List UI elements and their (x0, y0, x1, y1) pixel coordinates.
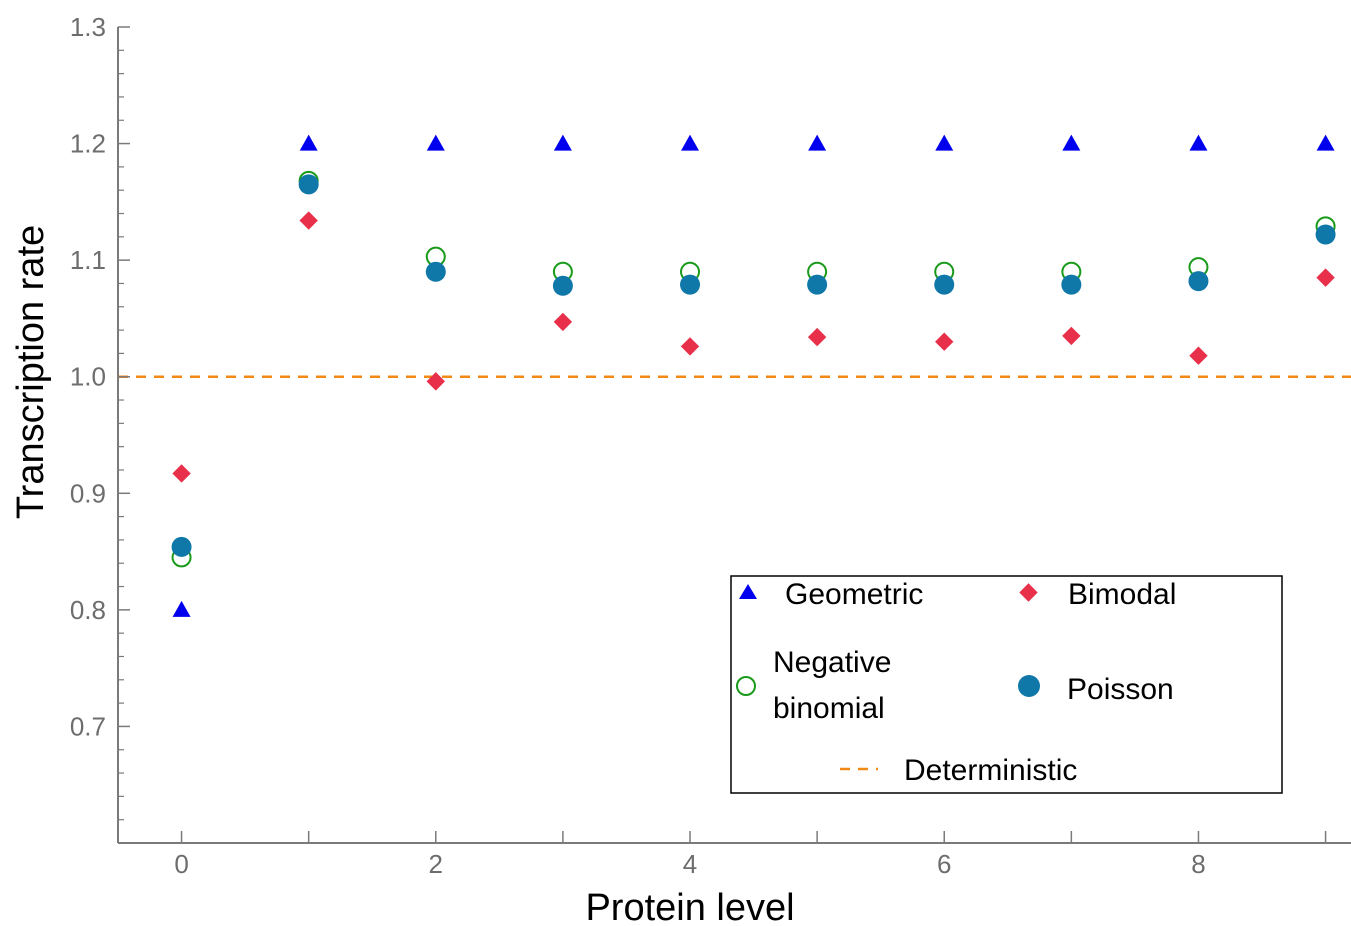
y-tick-label: 0.8 (70, 595, 106, 625)
x-tick-label: 4 (683, 849, 697, 879)
y-tick-label: 0.7 (70, 711, 106, 741)
y-tick-label: 1.3 (70, 12, 106, 42)
point-poisson (934, 274, 955, 295)
point-bimodal (553, 312, 573, 332)
point-bimodal (807, 327, 827, 347)
legend-label-negative-binomial-line1: Negative (773, 646, 891, 679)
legend-geometric-triangle-icon (739, 584, 757, 599)
point-poisson (1061, 274, 1082, 295)
legend-label-geometric: Geometric (785, 578, 923, 611)
x-tick-label: 0 (174, 849, 188, 879)
point-geometric (1189, 134, 1208, 151)
legend-poisson-circle-icon (1018, 675, 1040, 697)
y-tick-label: 0.9 (70, 478, 106, 508)
point-poisson (680, 274, 701, 295)
point-geometric (172, 600, 191, 617)
legend-label-bimodal: Bimodal (1068, 578, 1176, 611)
point-bimodal (172, 464, 191, 483)
legend-label-poisson: Poisson (1067, 673, 1174, 706)
point-poisson (298, 174, 319, 195)
point-geometric (426, 134, 445, 151)
point-geometric (681, 134, 700, 151)
point-geometric (1316, 134, 1335, 151)
legend-label-negative-binomial-line2: binomial (773, 692, 885, 725)
point-poisson (1188, 271, 1209, 292)
point-bimodal (426, 372, 445, 391)
point-geometric (1062, 134, 1081, 151)
point-poisson (1315, 224, 1336, 245)
y-axis-title: Transcription rate (10, 225, 52, 519)
legend: Geometric Bimodal Negative binomial Pois… (730, 575, 1283, 794)
point-bimodal (1189, 346, 1208, 365)
point-poisson (171, 536, 192, 557)
point-geometric (553, 134, 572, 151)
x-tick-label: 2 (429, 849, 443, 879)
x-tick-label: 8 (1191, 849, 1205, 879)
point-poisson (552, 275, 573, 296)
y-tick-label: 1.2 (70, 129, 106, 159)
point-geometric (808, 134, 827, 151)
point-bimodal (299, 211, 318, 230)
y-tick-label: 1.0 (70, 362, 106, 392)
y-tick-label: 1.1 (70, 245, 106, 275)
point-poisson (807, 274, 828, 295)
legend-frame (730, 575, 1283, 794)
point-bimodal (935, 332, 954, 351)
legend-bimodal-diamond-icon (1019, 583, 1038, 602)
legend-negative-binomial-circle-icon (736, 676, 756, 696)
point-bimodal (680, 337, 700, 356)
x-axis-title: Protein level (585, 887, 794, 926)
x-tick-label: 6 (937, 849, 951, 879)
point-bimodal (1062, 326, 1081, 346)
point-poisson (425, 261, 446, 282)
point-geometric (935, 134, 954, 151)
point-bimodal (1316, 268, 1335, 287)
legend-label-deterministic: Deterministic (904, 754, 1077, 787)
point-geometric (299, 134, 318, 151)
data-points (171, 134, 1336, 617)
axes: 0 2 4 6 8 0.7 0.8 0.9 1.0 1.1 1.2 1.3 (70, 12, 1351, 879)
